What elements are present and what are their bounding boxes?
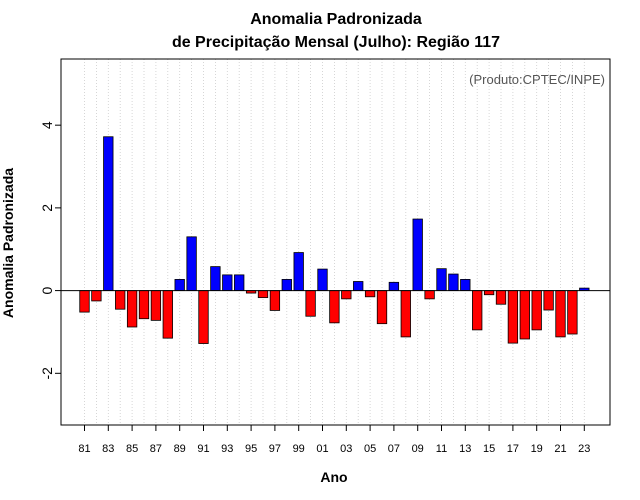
bar-1983 (103, 136, 114, 291)
x-tick-label: 91 (197, 443, 209, 455)
bar-1989 (174, 279, 185, 291)
bar-2007 (388, 281, 400, 291)
y-axis-label: Anomalia Padronizada (0, 168, 16, 318)
x-axis: 81 83 85 87 89 91 93 95 97 99 01 03 05 07 09 11 13 15 17 19… (78, 425, 590, 455)
bar-2019 (531, 290, 542, 331)
bar-1998 (281, 279, 292, 291)
x-tick-label: 09 (412, 443, 424, 455)
bar-2021 (555, 290, 566, 338)
x-tick-label: 11 (436, 443, 447, 455)
y-axis: -2 0 2 4 (39, 121, 61, 380)
bar-2014 (472, 290, 483, 331)
x-tick-label: 23 (578, 443, 590, 455)
chart-title-line2: de Precipitação Mensal (Julho): Região 1… (172, 34, 500, 51)
bar-1996 (257, 290, 269, 299)
bar-2022 (567, 290, 578, 335)
x-tick-label: 17 (507, 443, 519, 455)
bar-1984 (115, 290, 126, 310)
x-axis-label: Ano (320, 469, 347, 485)
x-tick-label: 81 (78, 443, 90, 455)
bar-2020 (543, 290, 554, 311)
bar-2003 (341, 290, 352, 300)
y-tick-label: 4 (39, 121, 55, 129)
bar-1994 (234, 274, 245, 291)
bar-2018 (519, 290, 530, 340)
bar-1982 (91, 290, 102, 302)
bars (79, 136, 590, 344)
y-tick-label: 2 (39, 204, 55, 212)
x-tick-label: 99 (293, 443, 305, 455)
bar-2013 (460, 279, 471, 291)
x-tick-label: 15 (483, 443, 495, 455)
plot-frame (60, 58, 611, 426)
x-tick-label: 03 (340, 443, 352, 455)
x-tick-label: 87 (150, 443, 162, 455)
bar-2004 (353, 281, 364, 291)
bar-1997 (269, 290, 281, 311)
bar-1986 (138, 290, 150, 320)
x-tick-label: 93 (221, 443, 233, 455)
x-tick-label: 83 (102, 443, 114, 455)
x-tick-label: 07 (388, 443, 400, 455)
bar-2001 (317, 268, 328, 291)
x-tick-label: 01 (316, 443, 328, 455)
bar-1988 (162, 290, 173, 339)
y-tick-label: -2 (39, 367, 55, 380)
x-tick-label: 97 (269, 443, 281, 455)
bar-2002 (329, 290, 340, 324)
bar-2000 (305, 290, 316, 317)
x-tick-label: 19 (531, 443, 543, 455)
bar-2015 (483, 290, 495, 296)
x-tick-label: 21 (554, 443, 566, 455)
bar-1999 (293, 252, 304, 291)
x-tick-label: 95 (245, 443, 257, 455)
y-tick-label: 0 (39, 286, 55, 294)
bar-2009 (412, 218, 423, 291)
bar-2016 (495, 290, 507, 305)
bar-2006 (376, 290, 388, 325)
bar-2012 (448, 273, 459, 291)
chart-title-line1: Anomalia Padronizada (250, 11, 422, 28)
bar-2011 (436, 268, 447, 291)
bar-1985 (126, 290, 138, 328)
bar-1991 (198, 290, 209, 344)
grid-lines (84, 59, 585, 425)
x-tick-label: 85 (126, 443, 138, 455)
x-tick-label: 89 (174, 443, 186, 455)
bar-2017 (507, 290, 519, 344)
bar-2008 (400, 290, 411, 338)
bar-1987 (150, 290, 162, 321)
bar-2005 (364, 290, 376, 298)
bar-1992 (210, 266, 221, 291)
bar-1981 (79, 290, 90, 313)
bar-1990 (186, 236, 197, 291)
credit-label: (Produto:CPTEC/INPE) (469, 72, 605, 87)
x-tick-label: 05 (364, 443, 376, 455)
bar-1993 (222, 274, 233, 291)
bar-2010 (424, 290, 435, 300)
x-tick-label: 13 (459, 443, 471, 455)
